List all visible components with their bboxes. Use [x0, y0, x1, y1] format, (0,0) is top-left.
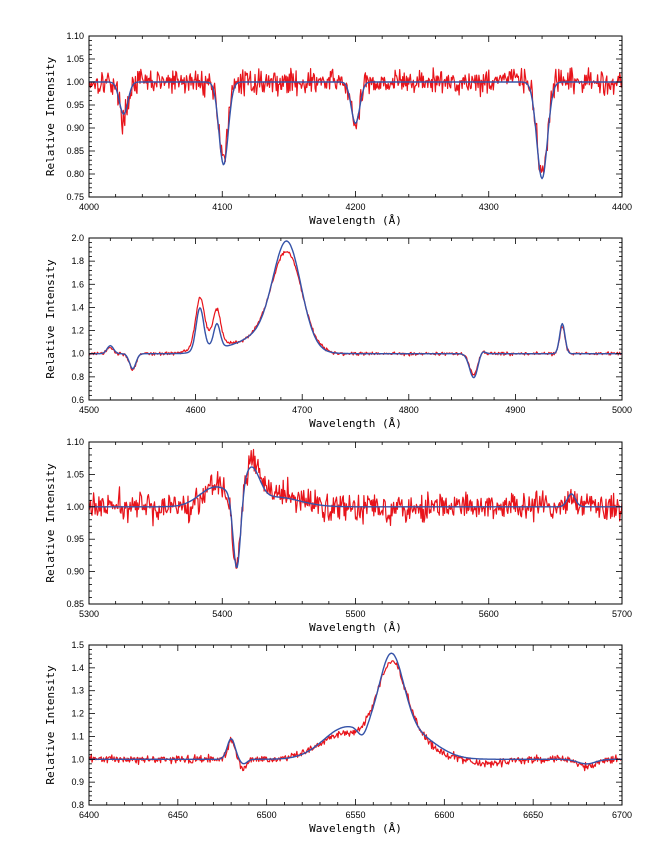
x-tick-label: 5300	[79, 609, 99, 619]
series-observed-line	[89, 250, 622, 376]
x-tick-label: 4000	[79, 202, 99, 212]
y-tick-label: 0.80	[66, 169, 84, 179]
plot-frame	[88, 237, 623, 401]
series-model-line	[89, 652, 622, 765]
y-tick-label: 1.05	[66, 469, 84, 479]
x-tick-label: 4400	[612, 202, 632, 212]
plot-frame	[88, 644, 623, 806]
y-tick-label: 1.10	[66, 31, 84, 41]
y-tick-label: 0.8	[71, 372, 84, 382]
y-tick-label: 1.00	[66, 502, 84, 512]
y-tick-label: 2.0	[71, 233, 84, 243]
y-tick-label: 0.95	[66, 534, 84, 544]
x-tick-label: 5500	[345, 609, 365, 619]
x-tick-label: 4100	[212, 202, 232, 212]
x-tick-label: 6400	[79, 810, 99, 820]
y-tick-label: 1.6	[71, 279, 84, 289]
panel-4: 6400 6450 6500 6550 6600 6650 6700 0.8 0.9 1.0 1.1…	[44, 640, 632, 835]
y-axis-title: Relative Intensity	[44, 259, 57, 379]
x-tick-label: 5000	[612, 405, 632, 415]
y-axis-title: Relative Intensity	[44, 57, 57, 177]
y-tick-label: 1.00	[66, 77, 84, 87]
x-axis-title: Wavelength (Å)	[309, 417, 402, 430]
series-model-line	[89, 81, 622, 180]
series-observed-line	[89, 67, 622, 174]
x-tick-label: 5700	[612, 609, 632, 619]
series-observed-line	[89, 448, 622, 569]
y-tick-label: 1.5	[71, 640, 84, 650]
plot-frame	[88, 441, 623, 605]
panel-1: 4000 4100 4200 4300 4400 0.75 0.80 0.85 0.90 0.95…	[44, 31, 632, 227]
x-tick-label: 6450	[168, 810, 188, 820]
y-tick-label: 1.2	[71, 709, 84, 719]
y-tick-label: 1.4	[71, 663, 84, 673]
plot-frame	[88, 35, 623, 198]
y-tick-label: 0.90	[66, 123, 84, 133]
y-tick-label: 1.10	[66, 437, 84, 447]
y-tick-label: 0.95	[66, 100, 84, 110]
x-tick-label: 5600	[479, 609, 499, 619]
y-tick-label: 1.2	[71, 326, 84, 336]
x-axis-title: Wavelength (Å)	[309, 621, 402, 634]
x-axis-title: Wavelength (Å)	[309, 214, 402, 227]
y-axis-title: Relative Intensity	[44, 665, 57, 785]
x-tick-label: 6500	[257, 810, 277, 820]
y-tick-label: 1.4	[71, 302, 84, 312]
series-model-line	[89, 240, 622, 379]
y-axis-title: Relative Intensity	[44, 463, 57, 583]
x-tick-label: 4500	[79, 405, 99, 415]
y-tick-label: 0.90	[66, 567, 84, 577]
series-model-line	[89, 466, 622, 569]
x-tick-label: 4900	[505, 405, 525, 415]
x-tick-label: 4300	[479, 202, 499, 212]
y-tick-label: 1.0	[71, 754, 84, 764]
x-tick-label: 6600	[434, 810, 454, 820]
y-tick-label: 0.8	[71, 800, 84, 810]
x-tick-label: 4200	[345, 202, 365, 212]
x-tick-label: 5400	[212, 609, 232, 619]
y-tick-label: 0.85	[66, 599, 84, 609]
x-tick-label: 6550	[345, 810, 365, 820]
x-axis-title: Wavelength (Å)	[309, 822, 402, 835]
y-tick-label: 0.6	[71, 395, 84, 405]
y-tick-label: 1.3	[71, 686, 84, 696]
y-tick-label: 0.9	[71, 777, 84, 787]
x-tick-label: 4700	[292, 405, 312, 415]
y-tick-label: 1.0	[71, 349, 84, 359]
x-tick-label: 6700	[612, 810, 632, 820]
y-tick-label: 1.8	[71, 256, 84, 266]
y-tick-label: 0.85	[66, 146, 84, 156]
series-observed-line	[89, 660, 622, 772]
y-tick-label: 0.75	[66, 192, 84, 202]
x-tick-label: 4600	[186, 405, 206, 415]
panel-3: 5300 5400 5500 5600 5700 0.85 0.90 0.95 1.00 1.05…	[44, 437, 632, 634]
y-tick-label: 1.1	[71, 731, 84, 741]
x-tick-label: 4800	[399, 405, 419, 415]
x-tick-label: 6650	[523, 810, 543, 820]
y-tick-label: 1.05	[66, 54, 84, 64]
panel-2: 4500 4600 4700 4800 4900 5000 0.6 0.8 1.0 1.2 1.4 1…	[44, 233, 632, 430]
